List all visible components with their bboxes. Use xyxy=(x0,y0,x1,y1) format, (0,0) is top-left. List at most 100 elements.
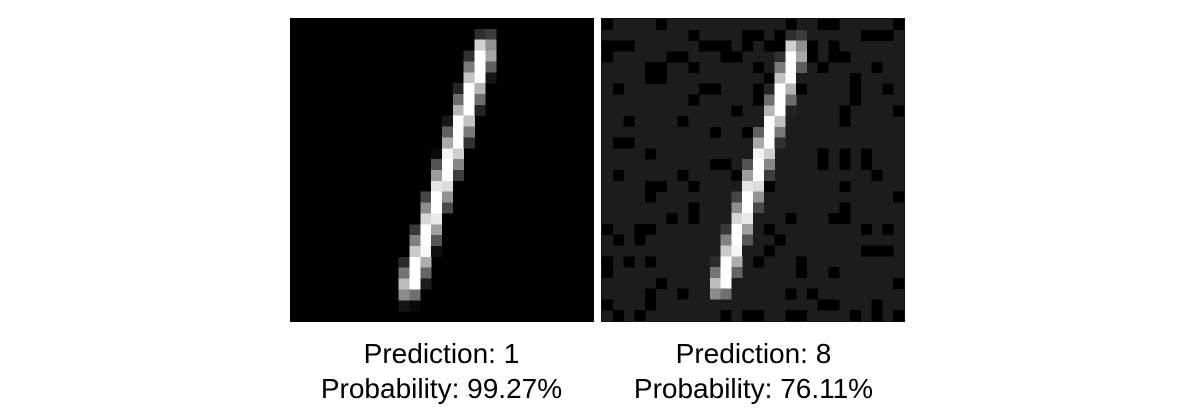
pixel xyxy=(742,126,754,138)
adversarial-prediction-label: Prediction: 8 xyxy=(675,338,832,369)
pixel xyxy=(602,256,614,268)
pixel xyxy=(828,299,840,311)
pixel xyxy=(463,83,475,95)
pixel xyxy=(796,40,808,52)
pixel xyxy=(785,213,797,225)
pixel xyxy=(666,213,678,225)
pixel xyxy=(612,170,624,182)
pixel xyxy=(612,83,624,95)
pixel xyxy=(655,72,667,84)
pixel xyxy=(709,83,721,95)
pixel xyxy=(860,223,872,235)
pixel xyxy=(474,94,486,106)
pixel xyxy=(774,116,786,128)
pixel xyxy=(720,288,732,300)
pixel xyxy=(785,83,797,95)
pixel xyxy=(688,213,700,225)
pixel xyxy=(763,126,775,138)
pixel xyxy=(893,105,904,117)
pixel xyxy=(420,256,432,268)
pixel xyxy=(839,202,851,214)
pixel xyxy=(839,180,851,192)
pixel xyxy=(452,94,464,106)
pixel xyxy=(442,213,454,225)
pixel xyxy=(817,62,829,74)
pixel xyxy=(753,126,765,138)
pixel xyxy=(420,235,432,247)
pixel xyxy=(463,61,475,73)
pixel xyxy=(817,148,829,160)
pixel xyxy=(882,83,894,95)
pixel xyxy=(645,299,657,311)
pixel xyxy=(796,256,808,268)
pixel xyxy=(763,170,775,182)
pixel xyxy=(763,40,775,52)
pixel xyxy=(409,235,421,247)
pixel xyxy=(431,235,443,247)
pixel xyxy=(839,105,851,117)
pixel xyxy=(409,246,421,258)
pixel xyxy=(602,267,614,279)
pixel xyxy=(753,180,765,192)
pixel xyxy=(398,300,410,312)
pixel xyxy=(850,310,862,321)
pixel xyxy=(688,29,700,41)
pixel xyxy=(742,310,754,321)
pixel xyxy=(785,310,797,321)
pixel xyxy=(860,29,872,41)
pixel xyxy=(452,83,464,95)
pixel xyxy=(785,51,797,63)
pixel xyxy=(474,72,486,84)
pixel xyxy=(431,191,443,203)
pixel xyxy=(753,62,765,74)
pixel xyxy=(463,115,475,127)
pixel xyxy=(709,288,721,300)
pixel xyxy=(753,213,765,225)
pixel xyxy=(463,50,475,62)
pixel xyxy=(785,94,797,106)
pixel xyxy=(882,245,894,257)
pixel xyxy=(806,51,818,63)
pixel xyxy=(634,234,646,246)
pixel xyxy=(731,223,743,235)
pixel xyxy=(677,116,689,128)
pixel xyxy=(485,28,497,40)
pixel xyxy=(774,126,786,138)
pixel xyxy=(645,288,657,300)
pixel xyxy=(742,202,754,214)
pixel xyxy=(452,137,464,149)
pixel xyxy=(709,267,721,279)
pixel xyxy=(688,94,700,106)
pixel xyxy=(442,137,454,149)
pixel xyxy=(485,50,497,62)
pixel xyxy=(817,159,829,171)
pixel xyxy=(796,267,808,279)
pixel xyxy=(731,202,743,214)
pixel xyxy=(753,94,765,106)
pixel xyxy=(409,256,421,268)
pixel xyxy=(839,51,851,63)
pixel xyxy=(431,224,443,236)
pixel xyxy=(839,159,851,171)
pixel xyxy=(442,148,454,160)
adversarial-probability-label: Probability: 76.11% xyxy=(633,373,874,404)
pixel xyxy=(602,19,614,31)
pixel xyxy=(431,170,443,182)
pixel xyxy=(709,256,721,268)
pixel xyxy=(602,223,614,235)
pixel xyxy=(731,51,743,63)
pixel xyxy=(474,50,486,62)
original-prediction-label: Prediction: 1 xyxy=(363,338,520,369)
pixel xyxy=(763,105,775,117)
pixel xyxy=(753,170,765,182)
pixel xyxy=(753,148,765,160)
pixel xyxy=(645,72,657,84)
pixel xyxy=(645,223,657,235)
pixel xyxy=(753,310,765,321)
pixel xyxy=(871,62,883,74)
pixel xyxy=(828,267,840,279)
pixel xyxy=(817,19,829,31)
pixel xyxy=(720,256,732,268)
pixel xyxy=(720,159,732,171)
pixel xyxy=(806,40,818,52)
